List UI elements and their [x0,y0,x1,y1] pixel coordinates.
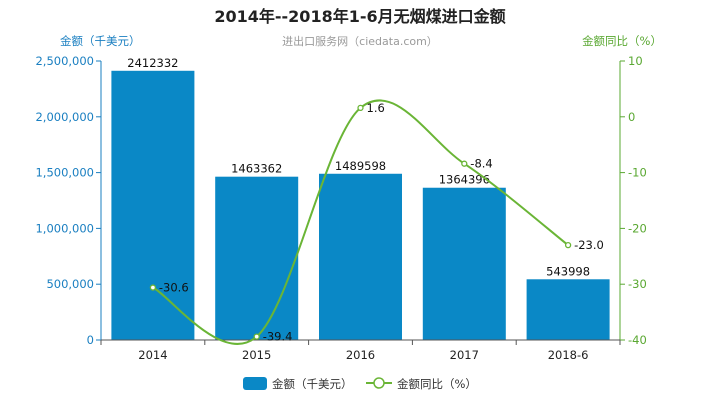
line-point [357,104,364,112]
x-tick-label: 2014 [138,348,167,362]
y-left-tick-label: 2,500,000 [35,54,94,68]
legend-label-bar: 金额（千美元） [272,377,353,391]
y-right-tick-label: -20 [628,221,647,235]
bar-label: 543998 [546,264,590,278]
line-point [461,160,468,167]
line-label: -30.6 [159,281,189,295]
line-label: -39.4 [263,330,293,344]
bar [215,176,299,340]
axes: 0 500,000 1,000,000 1,500,000 2,000,000 2,500… [35,54,646,362]
bar-data-labels: 2412332 1463362 1489598 1364396 543998 [127,56,590,279]
x-tick-label: 2015 [242,348,271,362]
line-point [149,284,157,291]
y-right-tick-label: 0 [628,110,635,124]
x-tick-label: 2017 [450,348,479,362]
bar [422,187,506,340]
legend-marker-line [373,377,385,389]
line-data-labels: -30.6 -39.4 1.6 -8.4 -23.0 [159,101,604,344]
line-series [149,99,572,345]
legend-label-line: 金额同比（%） [397,377,477,391]
y-axis-left-label: 金额（千美元） [60,34,141,48]
y-left-tick-label: 1,000,000 [35,221,94,235]
y-axis-right-label: 金额同比（%） [582,34,662,48]
y-right-tick-label: -30 [628,277,647,291]
line-label: -8.4 [470,157,492,171]
legend[interactable]: 金额（千美元） 金额同比（%） [243,377,477,391]
legend-swatch-bar [243,377,267,390]
bar [111,70,195,340]
line-point [253,333,260,340]
y-left-tick-label: 2,000,000 [35,110,94,124]
y-left-tick-label: 0 [87,333,94,347]
line-point [564,241,572,249]
bar [319,173,402,340]
y-left-tick-label: 500,000 [46,277,94,291]
bar-label: 1364396 [439,173,490,187]
bar-label: 1463362 [231,162,282,176]
line-path [152,99,569,345]
chart-subtitle: 进出口服务网（ciedata.com） [282,34,438,48]
bar-label: 1489598 [335,159,386,173]
x-tick-label: 2016 [346,348,375,362]
line-label: 1.6 [367,101,385,115]
chart-title: 2014年--2018年1-6月无烟煤进口金额 [214,7,505,26]
y-right-tick-label: -40 [628,333,647,347]
y-right-tick-label: 10 [628,54,643,68]
bar-label: 2412332 [127,56,178,70]
bar [526,279,610,340]
y-left-tick-label: 1,500,000 [35,166,94,180]
bar-series [111,70,610,340]
x-tick-label: 2018-6 [548,348,589,362]
line-label: -23.0 [574,238,604,252]
y-right-tick-label: -10 [628,166,647,180]
